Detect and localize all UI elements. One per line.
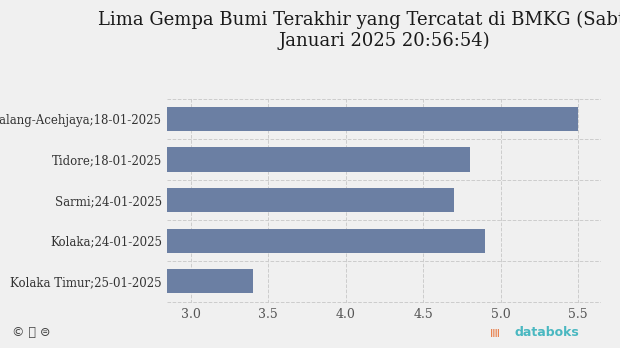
Bar xyxy=(0,147,469,172)
Bar xyxy=(0,269,252,293)
Bar xyxy=(0,107,578,131)
Text: Lima Gempa Bumi Terakhir yang Tercatat di BMKG (Sabtu, 25
Januari 2025 20:56:54): Lima Gempa Bumi Terakhir yang Tercatat d… xyxy=(98,10,620,50)
Text: © ⓘ ⊜: © ⓘ ⊜ xyxy=(12,326,51,339)
Text: ⅡⅡ: ⅡⅡ xyxy=(490,329,501,339)
Bar xyxy=(0,229,485,253)
Text: databoks: databoks xyxy=(515,326,579,339)
Bar xyxy=(0,188,454,212)
